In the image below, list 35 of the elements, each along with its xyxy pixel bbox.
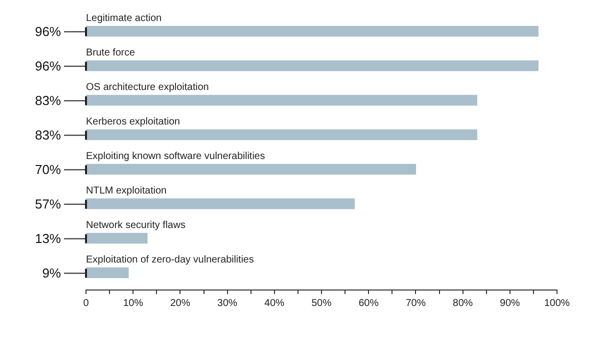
y-tick-label: NTLM exploitation bbox=[86, 186, 167, 196]
bar bbox=[86, 198, 355, 210]
bar bbox=[86, 60, 538, 72]
x-tick-label: 30% bbox=[217, 298, 238, 309]
data-label: 13% bbox=[34, 230, 62, 246]
data-label: 70% bbox=[34, 162, 62, 177]
data-label: 83% bbox=[34, 92, 62, 108]
data-label: 57% bbox=[34, 196, 62, 212]
x-tick-label: 0 bbox=[83, 298, 90, 309]
y-tick-label: OS architecture exploitation bbox=[86, 82, 209, 93]
y-tick-label: Exploitation of zero-day vulnerabilities bbox=[86, 254, 254, 266]
bar bbox=[86, 129, 478, 140]
y-tick-label: Kerberos exploitation bbox=[86, 116, 180, 128]
data-label: 96% bbox=[34, 58, 62, 74]
data-label: 83% bbox=[34, 127, 62, 142]
x-tick-label: 70% bbox=[406, 298, 426, 309]
x-tick-label: 100% bbox=[544, 298, 570, 309]
bar bbox=[86, 164, 416, 175]
bar bbox=[86, 232, 148, 244]
y-tick-label: Exploiting known software vulnerabilities bbox=[86, 151, 265, 162]
y-tick-label: Legitimate action bbox=[86, 13, 162, 24]
x-tick-label: 90% bbox=[500, 298, 520, 309]
bar bbox=[86, 26, 538, 37]
x-tick-label: 80% bbox=[452, 298, 473, 309]
bar bbox=[86, 94, 478, 106]
data-label: 9% bbox=[42, 265, 62, 280]
x-tick-label: 20% bbox=[170, 298, 190, 309]
y-tick-label: Brute force bbox=[86, 48, 136, 58]
x-tick-label: 50% bbox=[311, 298, 332, 309]
x-tick-label: 40% bbox=[264, 298, 285, 309]
data-label: 96% bbox=[34, 24, 62, 39]
x-tick-label: 60% bbox=[358, 298, 379, 309]
y-tick-label: Network security flaws bbox=[86, 220, 186, 231]
bar bbox=[86, 267, 129, 278]
x-tick-label: 10% bbox=[123, 298, 144, 309]
